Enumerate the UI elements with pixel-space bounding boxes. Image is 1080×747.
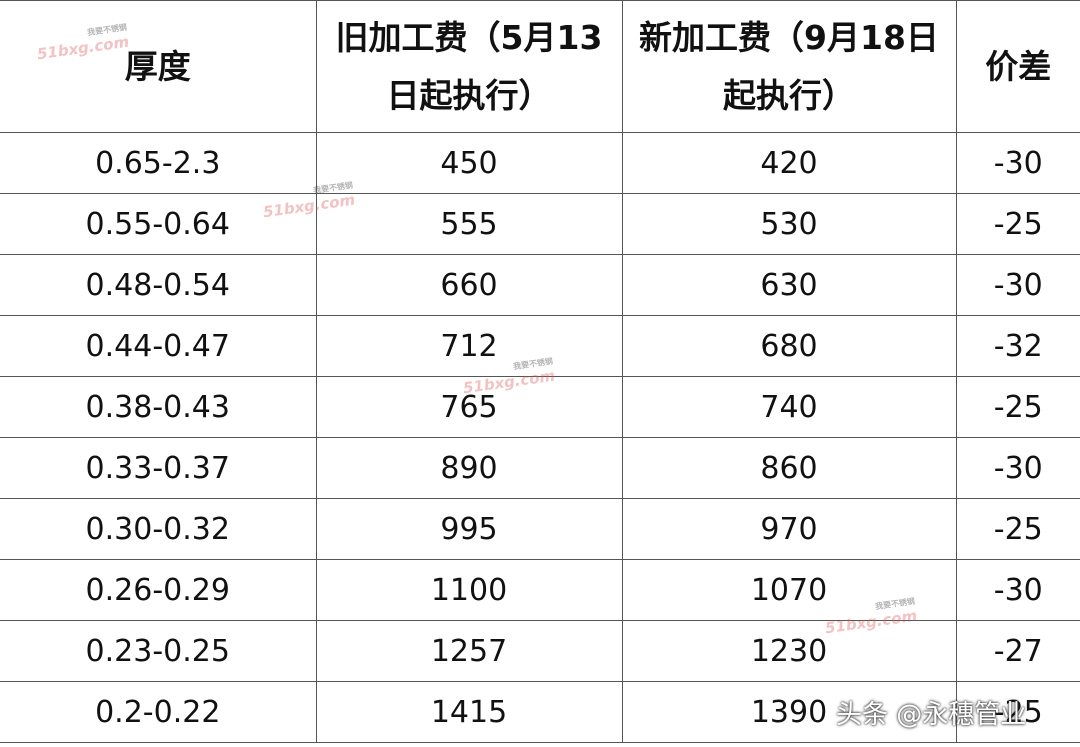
credit: 头条 @永穗管业 [836,700,1027,730]
table-cell: 530 [621,193,957,255]
table-row: 0.26-0.29 1100 1070 -30 [0,559,1080,621]
table-cell: -25 [955,376,1080,438]
header-cell: 厚度 [0,0,317,133]
table-body: 0.65-2.3 450 420 -30 0.55-0.64 555 530 -25 0.48-… [0,132,1080,743]
table-cell: 0.65-2.3 [0,132,317,194]
table-row: 0.44-0.47 712 680 -32 [0,315,1080,377]
table-cell: 0.33-0.37 [0,437,317,499]
table-cell: 995 [315,498,623,560]
header-cell: 价差 [955,0,1080,133]
header-cell: 旧加工费（5月13日起执行） [315,0,623,133]
table-cell: 0.38-0.43 [0,376,317,438]
table-cell: 0.44-0.47 [0,315,317,377]
table-cell: 630 [621,254,957,316]
table-cell: 0.26-0.29 [0,559,317,621]
table-cell: 1070 [621,559,957,621]
table-row: 0.55-0.64 555 530 -25 [0,193,1080,255]
table-cell: 420 [621,132,957,194]
table-cell: 712 [315,315,623,377]
table-cell: 1390 [621,681,957,743]
table-cell: 1257 [315,620,623,682]
table-cell: 0.23-0.25 [0,620,317,682]
table-cell: 740 [621,376,957,438]
table-row: 0.38-0.43 765 740 -25 [0,376,1080,438]
table-cell: 0.55-0.64 [0,193,317,255]
table-cell: -30 [955,254,1080,316]
table-cell: 555 [315,193,623,255]
table-cell: -25 [955,681,1080,743]
table-cell: 0.48-0.54 [0,254,317,316]
table-cell: 450 [315,132,623,194]
table-cell: 0.30-0.32 [0,498,317,560]
table-cell: 0.2-0.22 [0,681,317,743]
table-cell: -27 [955,620,1080,682]
table-cell: 765 [315,376,623,438]
table-cell: -32 [955,315,1080,377]
table-row: 0.30-0.32 995 970 -25 [0,498,1080,560]
table-cell: 660 [315,254,623,316]
table-row: 0.48-0.54 660 630 -30 [0,254,1080,316]
table-cell: -25 [955,498,1080,560]
table-cell: 860 [621,437,957,499]
table-cell: -25 [955,193,1080,255]
table-row: 0.33-0.37 890 860 -30 [0,437,1080,499]
table-row: 0.65-2.3 450 420 -30 [0,132,1080,194]
table-cell: 1415 [315,681,623,743]
table-cell: 890 [315,437,623,499]
table-cell: -30 [955,132,1080,194]
table-cell: 970 [621,498,957,560]
table-row: 0.23-0.25 1257 1230 -27 [0,620,1080,682]
table-row: 0.2-0.22 1415 1390 -25 [0,681,1080,743]
table-cell: -30 [955,559,1080,621]
table-cell: -30 [955,437,1080,499]
table-cell: 1230 [621,620,957,682]
header-cell: 新加工费（9月18日起执行） [621,0,957,133]
table-cell: 1100 [315,559,623,621]
table-cell: 680 [621,315,957,377]
header-row: 厚度 旧加工费（5月13日起执行） 新加工费（9月18日起执行） 价差 [0,0,1080,133]
